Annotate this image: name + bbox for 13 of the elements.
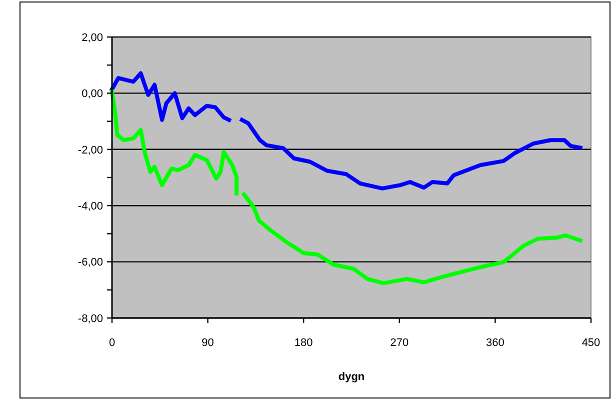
- y-tick-label: 0,00: [82, 88, 103, 100]
- y-tick-label: -6,00: [78, 256, 103, 269]
- x-tick-label: 450: [582, 337, 600, 349]
- x-tick-label: 90: [202, 337, 214, 349]
- x-tick-label: 0: [108, 337, 116, 349]
- y-tick-label: -8,00: [78, 312, 103, 325]
- x-tick-label: 180: [294, 337, 313, 349]
- y-tick-label: -4,00: [78, 200, 103, 212]
- y-tick-label: -2,00: [78, 144, 103, 156]
- x-tick-label: 270: [390, 337, 409, 349]
- y-tick-label: 2,00: [82, 32, 103, 44]
- x-axis-title: dygn: [338, 371, 365, 383]
- x-tick-label: 360: [486, 337, 504, 349]
